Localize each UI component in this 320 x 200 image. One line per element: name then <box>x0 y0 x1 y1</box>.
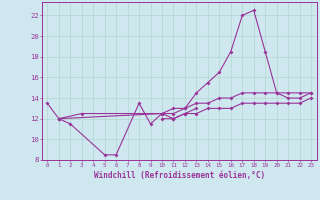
X-axis label: Windchill (Refroidissement éolien,°C): Windchill (Refroidissement éolien,°C) <box>94 171 265 180</box>
